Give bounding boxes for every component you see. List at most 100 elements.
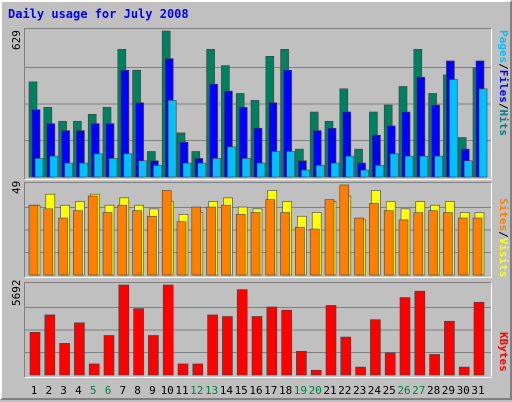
- pages-bar: [182, 162, 192, 178]
- x-tick-label: 14: [220, 384, 234, 397]
- sites-bar: [58, 217, 68, 276]
- pages-bar: [123, 153, 133, 178]
- x-tick-label: 3: [60, 384, 67, 397]
- pages-bar: [153, 165, 162, 178]
- x-tick-label: 4: [75, 384, 82, 397]
- sites-bar: [161, 190, 172, 276]
- kbytes-bar: [340, 336, 352, 376]
- pages-bar: [389, 153, 399, 178]
- sites-bar: [191, 206, 202, 276]
- sites-bar: [443, 212, 453, 276]
- kbytes-bar: [29, 332, 41, 376]
- kbytes-bar: [103, 335, 115, 376]
- x-tick-label: 10: [161, 384, 174, 397]
- x-tick-label: 27: [412, 384, 425, 397]
- pages-bar: [301, 169, 310, 178]
- kbytes-bar: [399, 297, 411, 376]
- kbytes-bar: [266, 306, 278, 376]
- kbytes-bar: [59, 343, 70, 376]
- pages-bar: [478, 88, 488, 178]
- sites-bar: [428, 210, 438, 276]
- kbytes-bar: [325, 305, 337, 376]
- kbytes-bar: [296, 350, 307, 376]
- x-tick-label: 8: [134, 384, 141, 397]
- sites-bar: [176, 221, 187, 276]
- pages-bar: [241, 158, 251, 178]
- p2-svg: [25, 184, 491, 276]
- x-tick-label: 26: [397, 384, 410, 397]
- x-tick-label: 28: [427, 384, 440, 397]
- x-tick-label: 17: [264, 384, 277, 397]
- sites-bar: [147, 215, 157, 276]
- chart-title: Daily usage for July 2008: [8, 7, 189, 21]
- sites-bar: [413, 212, 424, 276]
- pages-bar: [64, 162, 73, 178]
- x-tick-label: 18: [279, 384, 292, 397]
- kbytes-bar: [162, 284, 174, 376]
- sites-bar: [221, 204, 231, 276]
- pages-bar: [434, 155, 443, 178]
- kbytes-bar: [458, 366, 470, 376]
- sites-bar: [324, 199, 335, 276]
- x-tick-label: 24: [368, 384, 382, 397]
- sites-bar: [339, 184, 350, 276]
- x-tick-label: 2: [45, 384, 52, 397]
- pages-bar: [256, 162, 266, 178]
- sites-bar: [28, 204, 39, 276]
- kbytes-bar: [444, 320, 455, 376]
- kbytes-bar: [207, 314, 218, 376]
- x-tick-label: 31: [471, 384, 484, 397]
- kbytes-bar: [148, 335, 159, 376]
- pages-bar: [286, 151, 295, 178]
- sites-bar: [309, 228, 320, 276]
- sites-bar: [457, 217, 468, 276]
- pages-bar: [49, 155, 59, 178]
- x-tick-label: 30: [457, 384, 470, 397]
- kbytes-bar: [384, 352, 396, 376]
- pages-bar: [227, 146, 236, 178]
- x-tick-label: 5: [90, 384, 97, 397]
- pages-bar: [375, 165, 384, 178]
- pages-bar: [167, 100, 177, 178]
- kbytes-bar: [414, 290, 426, 376]
- pages-bar: [34, 158, 44, 178]
- pages-bar: [197, 162, 207, 178]
- x-tick-label: 23: [353, 384, 366, 397]
- pages-bar: [345, 155, 355, 178]
- pages-bar: [271, 151, 281, 178]
- sites-bar: [206, 206, 216, 276]
- x-tick-label: 16: [249, 384, 262, 397]
- kbytes-bar: [44, 314, 56, 376]
- sites-bar: [472, 217, 483, 276]
- kbytes-bar: [118, 284, 130, 376]
- kbytes-bar: [88, 363, 100, 376]
- x-tick-label: 11: [175, 384, 188, 397]
- pages-bar: [404, 155, 414, 178]
- sites-bar: [73, 210, 83, 276]
- kbytes-bar: [74, 322, 85, 376]
- x-tick-label: 22: [338, 384, 351, 397]
- sites-bar: [87, 195, 98, 276]
- x-tick-label: 29: [442, 384, 455, 397]
- x-tick-label: 20: [309, 384, 322, 397]
- pages-bar: [419, 155, 429, 178]
- x-tick-label: 12: [190, 384, 203, 397]
- sites-bar: [280, 212, 290, 276]
- kbytes-bar: [370, 319, 381, 376]
- x-tick-label: 19: [294, 384, 307, 397]
- pages-bar: [315, 165, 325, 178]
- sites-bar: [354, 217, 364, 276]
- kbytes-panel: [24, 282, 492, 378]
- sites-bar: [369, 203, 379, 276]
- x-tick-label: 13: [205, 384, 218, 397]
- pages-bar: [93, 153, 103, 178]
- pages-bar: [212, 158, 221, 178]
- p3-svg: [25, 284, 491, 376]
- sites-bar: [43, 208, 54, 276]
- sites-bar: [383, 210, 394, 276]
- sites-bar: [265, 199, 276, 276]
- x-tick-label: 7: [119, 384, 126, 397]
- kbytes-bar: [133, 308, 144, 376]
- kbytes-bar: [192, 363, 204, 376]
